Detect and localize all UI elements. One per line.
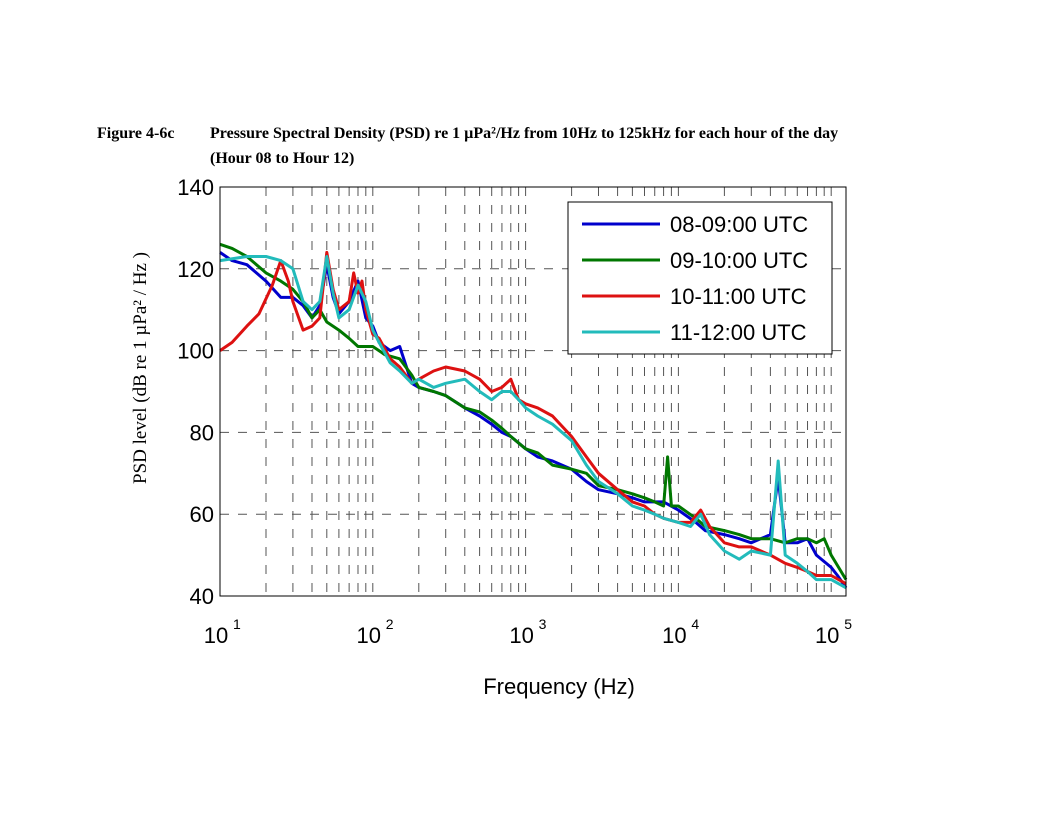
tick-labels: 40 60 80 100 120 140 10 1 10 2 10 3 10 4 10 5 [177, 175, 852, 648]
series-line-3 [219, 250, 847, 586]
x-tick-label: 10 [204, 623, 228, 648]
legend-label: 10-11:00 UTC [670, 284, 807, 309]
x-tick-exponent: 1 [233, 616, 241, 632]
x-tick-exponent: 5 [844, 616, 852, 632]
plot-frame [219, 186, 847, 597]
y-tick-label: 100 [177, 339, 214, 364]
y-tick-label: 80 [190, 420, 214, 445]
y-tick-label: 60 [190, 502, 214, 527]
legend-label: 09-10:00 UTC [670, 248, 808, 273]
plot-border [219, 186, 847, 597]
x-tick-exponent: 3 [539, 616, 547, 632]
series-group [219, 242, 848, 590]
series-line-2 [219, 242, 848, 581]
y-tick-label: 140 [177, 175, 214, 200]
y-tick-label: 120 [177, 257, 214, 282]
x-tick-label: 10 [357, 623, 381, 648]
x-tick-label: 10 [815, 623, 839, 648]
series-line-4 [219, 255, 847, 590]
x-tick-label: 10 [509, 623, 533, 648]
figure-caption-line-1: Pressure Spectral Density (PSD) re 1 µPa… [210, 125, 839, 142]
y-tick-label: 40 [190, 584, 214, 609]
legend: 08-09:00 UTC 09-10:00 UTC 10-11:00 UTC 11-1… [567, 201, 833, 355]
x-tick-exponent: 4 [691, 616, 699, 632]
figure-caption-text: Pressure Spectral Density (PSD) re 1 µPa… [210, 121, 970, 171]
x-tick-label: 10 [662, 623, 686, 648]
legend-box [567, 201, 833, 355]
legend-label: 08-09:00 UTC [670, 212, 808, 237]
figure-label: Figure 4-6c [97, 125, 175, 142]
x-axis-label: Frequency (Hz) [483, 674, 635, 699]
figure-caption-line-2: (Hour 08 to Hour 12) [210, 150, 355, 167]
x-tick-exponent: 2 [386, 616, 394, 632]
y-axis-label: PSD level (dB re 1 µPa² / Hz ) [130, 252, 151, 484]
legend-label: 11-12:00 UTC [670, 320, 807, 345]
